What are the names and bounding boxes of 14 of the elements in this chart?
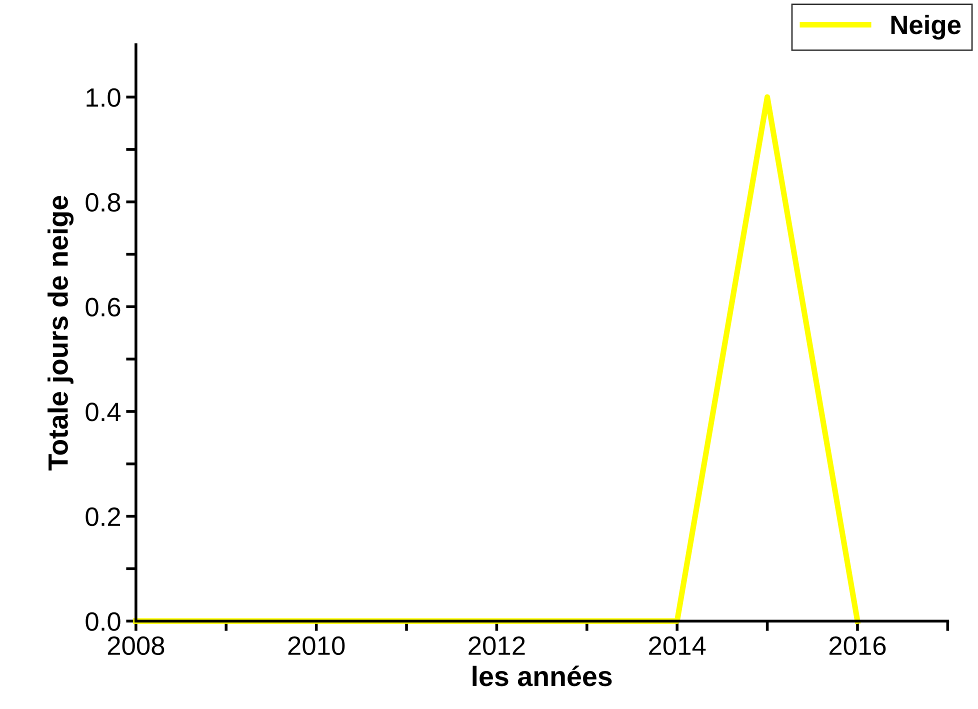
y-axis-title: Totale jours de neige — [48, 196, 74, 470]
y-tick-label: 0.2 — [86, 507, 120, 526]
x-tick-label: 2014 — [649, 636, 706, 656]
legend-label: Neige — [891, 14, 961, 40]
y-tick-label: 0.6 — [86, 298, 120, 316]
y-tick-label: 0.8 — [86, 193, 120, 212]
x-tick-label: 2008 — [108, 636, 164, 656]
y-tick-label: 0.0 — [86, 612, 120, 631]
x-tick-label: 2012 — [468, 636, 525, 656]
x-tick-label: 2016 — [829, 636, 886, 656]
y-tick-label: 0.4 — [86, 402, 121, 422]
y-tick-label: 1.0 — [86, 88, 120, 107]
x-axis-title: les années — [472, 666, 612, 686]
x-tick-label: 2010 — [288, 636, 345, 656]
